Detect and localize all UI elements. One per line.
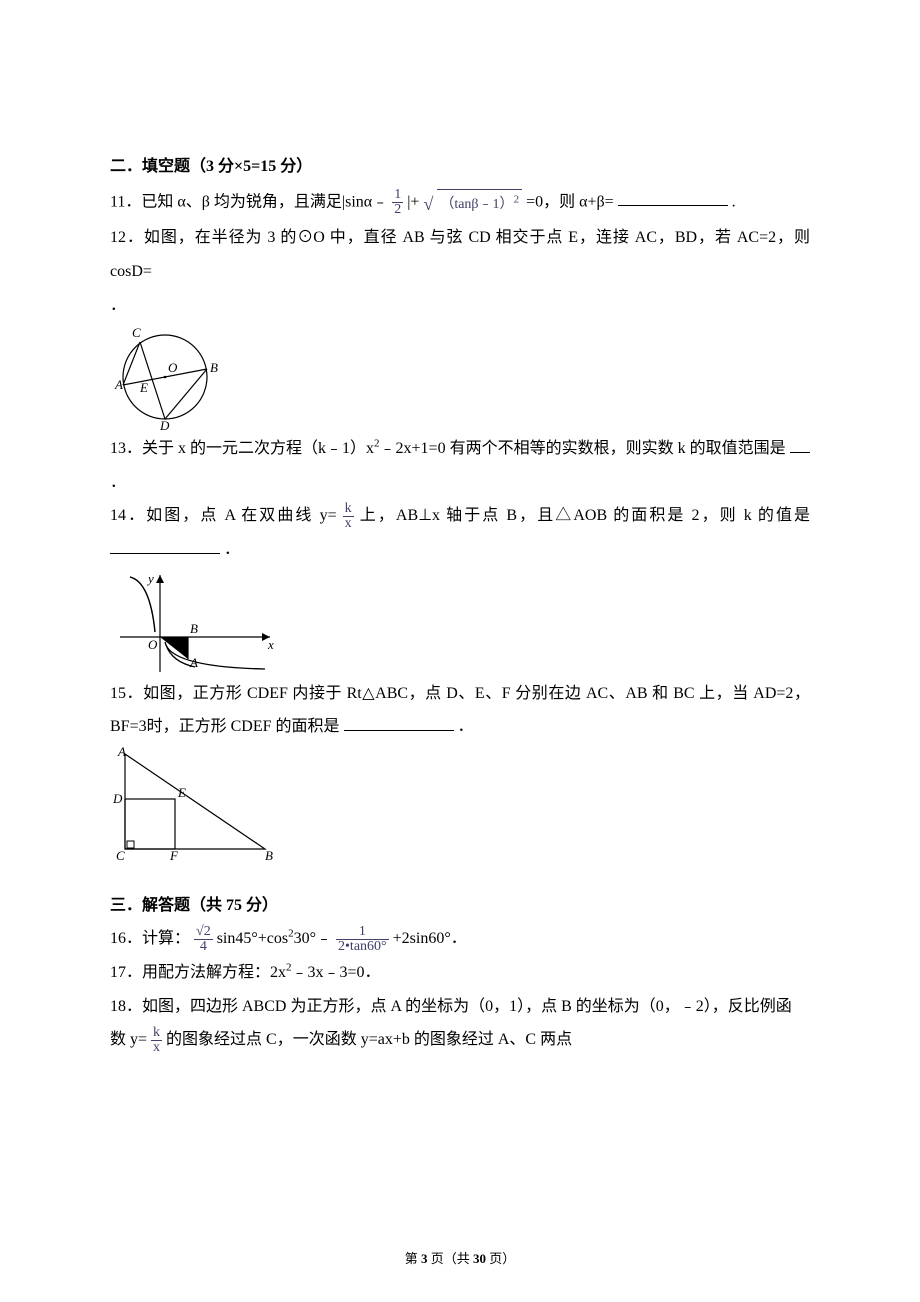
question-16: 16．计算： √2 4 sin45°+cos230°﹣ 1 2•tan60° +… xyxy=(110,922,810,956)
q15-blank xyxy=(344,714,454,731)
q11-radicand: （tanβ﹣1）2 xyxy=(437,189,522,219)
q17-text2: ﹣3x﹣3=0． xyxy=(292,964,381,981)
q14-post: 上，AB⊥x 轴于点 B，且△AOB 的面积是 2，则 k 的值是 xyxy=(360,507,810,524)
q14-frac-den: x xyxy=(343,517,354,531)
q16-mid3: +2sin60°． xyxy=(393,930,467,947)
svg-text:B: B xyxy=(210,360,218,375)
q14-pre: 14．如图，点 A 在双曲线 y= xyxy=(110,507,337,524)
q13-end: ． xyxy=(110,466,810,500)
q17-text: 17．用配方法解方程：2x xyxy=(110,964,286,981)
q11-post: =0，则 α+β= xyxy=(526,193,614,210)
q12-diagram: A B C D E O xyxy=(110,322,230,432)
section-2-title: 二．填空题（3 分×5=15 分） xyxy=(110,150,810,184)
svg-text:x: x xyxy=(267,637,274,652)
q18-frac-den: x xyxy=(151,1041,162,1055)
svg-text:B: B xyxy=(190,621,198,636)
q16-mid1: sin45°+cos xyxy=(217,930,288,947)
q13-text2: ﹣2x+1=0 有两个不相等的实数根，则实数 k 的取值范围是 xyxy=(380,440,786,457)
q15-diagram: A B C D E F xyxy=(110,744,280,864)
q18-frac-num: k xyxy=(151,1026,162,1041)
page-container: 二．填空题（3 分×5=15 分） 11．已知 α、β 均为锐角，且满足|sin… xyxy=(0,0,920,1302)
q14-diagram: O A B x y xyxy=(110,567,280,677)
page-footer: 第 3 页（共 30 页） xyxy=(110,1245,810,1272)
q14-frac: k x xyxy=(343,502,354,531)
question-11: 11．已知 α、β 均为锐角，且满足|sinα﹣ 1 2 |+ （tanβ﹣1）… xyxy=(110,184,810,222)
question-13: 13．关于 x 的一元二次方程（k﹣1）x2﹣2x+1=0 有两个不相等的实数根… xyxy=(110,432,810,466)
q11-pre: 11．已知 α、β 均为锐角，且满足|sinα﹣ xyxy=(110,193,388,210)
svg-text:C: C xyxy=(116,848,125,863)
q16-frac1-den: 4 xyxy=(194,940,213,954)
q14-blank xyxy=(110,537,220,554)
q13-text: 13．关于 x 的一元二次方程（k﹣1）x xyxy=(110,440,374,457)
question-18-line2: 数 y= k x 的图象经过点 C，一次函数 y=ax+b 的图象经过 A、C … xyxy=(110,1023,810,1057)
q11-frac: 1 2 xyxy=(392,188,403,217)
q18-line2a: 数 y= xyxy=(110,1031,147,1048)
svg-text:D: D xyxy=(112,791,123,806)
q14-frac-num: k xyxy=(343,502,354,517)
q16-frac2: 1 2•tan60° xyxy=(336,925,389,954)
question-18-line1: 18．如图，四边形 ABCD 为正方形，点 A 的坐标为（0，1），点 B 的坐… xyxy=(110,990,810,1024)
question-15: 15．如图，正方形 CDEF 内接于 Rt△ABC，点 D、E、F 分别在边 A… xyxy=(110,677,810,744)
q11-mid: |+ xyxy=(407,193,419,210)
svg-text:O: O xyxy=(168,360,178,375)
q18-frac: k x xyxy=(151,1026,162,1055)
q16-mid2: 30°﹣ xyxy=(294,930,332,947)
q11-end: . xyxy=(732,193,736,210)
spacer xyxy=(110,864,810,889)
q13-blank xyxy=(790,436,810,453)
q18-line2b: 的图象经过点 C，一次函数 y=ax+b 的图象经过 A、C 两点 xyxy=(166,1031,572,1048)
svg-text:A: A xyxy=(189,655,198,670)
section-3-title: 三．解答题（共 75 分） xyxy=(110,889,810,923)
svg-text:A: A xyxy=(117,744,126,759)
question-14: 14．如图，点 A 在双曲线 y= k x 上，AB⊥x 轴于点 B，且△AOB… xyxy=(110,499,810,566)
q11-sqrt: （tanβ﹣1）2 xyxy=(423,184,522,222)
svg-text:D: D xyxy=(159,418,170,432)
q16-frac2-num: 1 xyxy=(336,925,389,940)
svg-text:A: A xyxy=(114,377,123,392)
svg-text:B: B xyxy=(265,848,273,863)
q15-end: ． xyxy=(458,718,474,735)
q16-frac2-den: 2•tan60° xyxy=(336,940,389,954)
q16-pre: 16．计算： xyxy=(110,930,190,947)
svg-text:E: E xyxy=(139,380,148,395)
svg-text:C: C xyxy=(132,325,141,340)
question-12: 12．如图，在半径为 3 的⊙O 中，直径 AB 与弦 CD 相交于点 E，连接… xyxy=(110,221,810,288)
svg-text:F: F xyxy=(169,848,179,863)
q11-frac-num: 1 xyxy=(392,188,403,203)
q12-end: ． xyxy=(110,289,810,323)
q16-frac1-num: √2 xyxy=(194,925,213,940)
svg-text:E: E xyxy=(177,785,186,800)
question-17: 17．用配方法解方程：2x2﹣3x﹣3=0． xyxy=(110,956,810,990)
q11-blank xyxy=(618,189,728,206)
q12-line1: 12．如图，在半径为 3 的⊙O 中，直径 AB 与弦 CD 相交于点 E，连接… xyxy=(110,229,810,280)
svg-text:y: y xyxy=(146,571,154,586)
q14-end: ． xyxy=(224,541,240,558)
svg-text:O: O xyxy=(148,637,158,652)
q16-frac1: √2 4 xyxy=(194,925,213,954)
q11-frac-den: 2 xyxy=(392,203,403,217)
